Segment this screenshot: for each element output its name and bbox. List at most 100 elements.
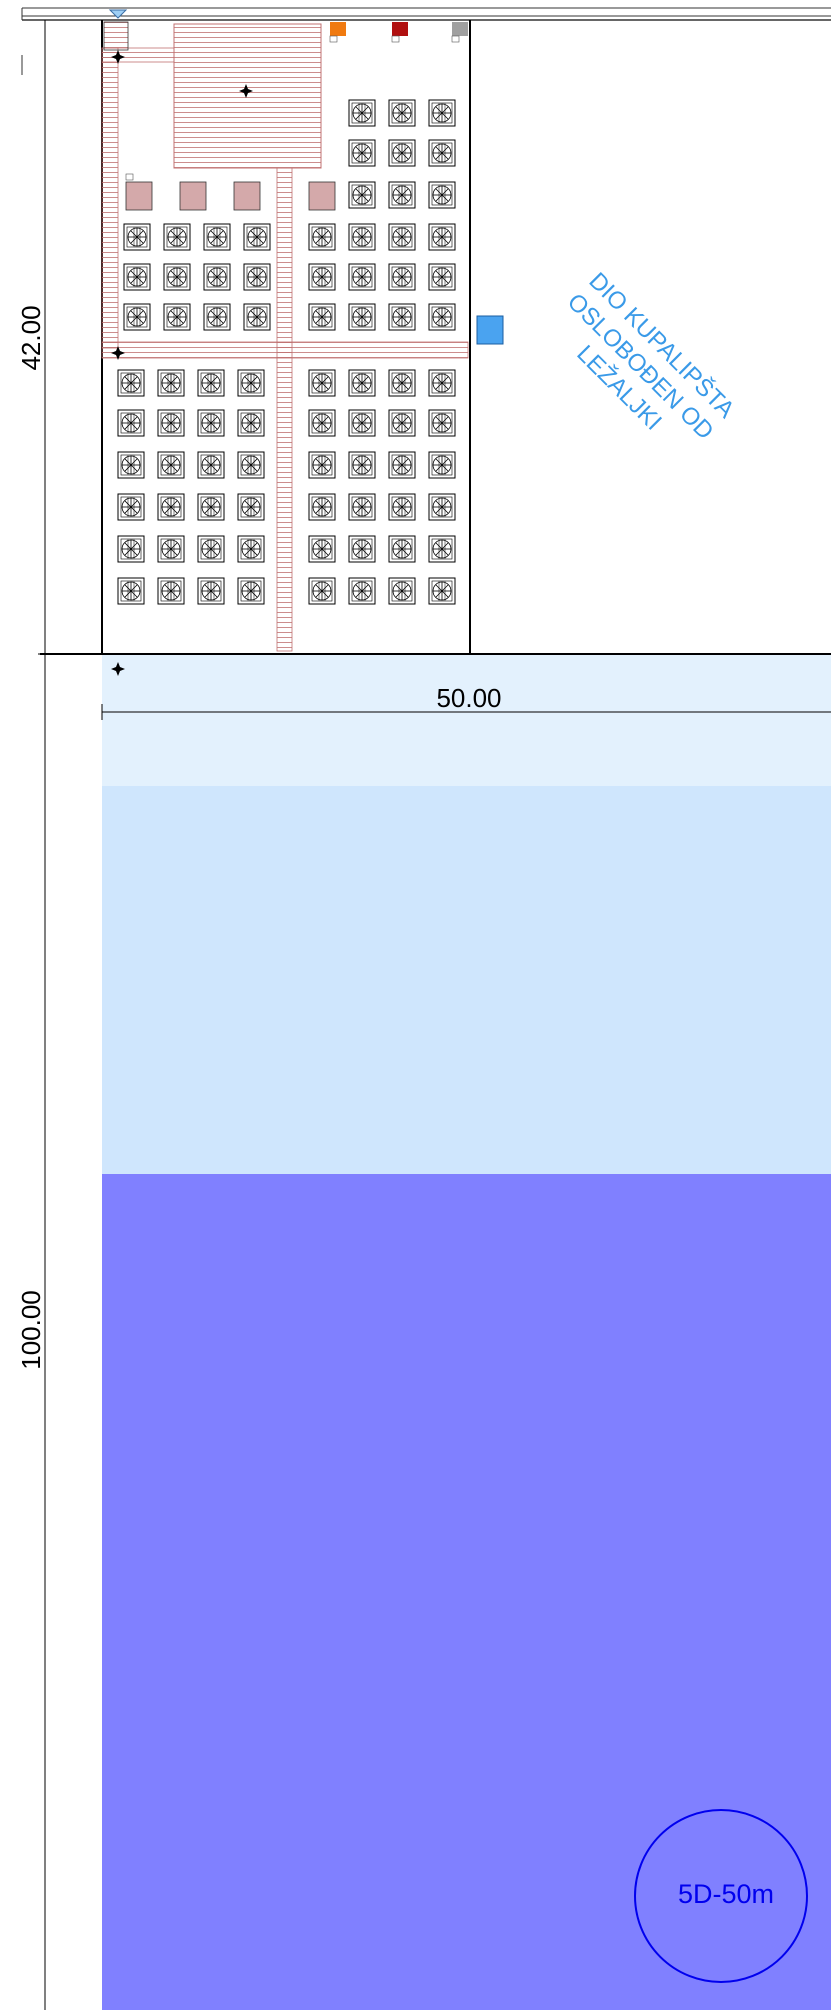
sun-lounger-icon xyxy=(388,451,416,479)
sun-lounger-icon xyxy=(117,409,145,437)
umbrella-pads xyxy=(125,173,336,211)
sun-lounger-icon xyxy=(163,223,191,251)
sun-lounger-icon xyxy=(117,577,145,605)
sun-lounger-icon xyxy=(197,409,225,437)
sun-lounger-icon xyxy=(388,577,416,605)
sun-lounger-icon xyxy=(348,409,376,437)
dimension-sea-depth: 100.00 xyxy=(16,1290,46,1370)
sun-lounger-icon xyxy=(348,139,376,167)
boardwalk-left-vertical xyxy=(101,47,119,349)
sun-lounger-icon xyxy=(237,493,265,521)
sun-lounger-icon xyxy=(348,451,376,479)
compass-star-icon xyxy=(111,346,125,360)
sun-lounger-icon xyxy=(388,535,416,563)
sun-lounger-icon xyxy=(237,369,265,397)
sun-lounger-icon xyxy=(428,181,456,209)
sun-lounger-icon xyxy=(197,535,225,563)
buoy-circle xyxy=(634,1809,808,1983)
dimension-width: 50.00 xyxy=(436,683,501,713)
bin-red-icon xyxy=(392,22,408,36)
sun-lounger-icon xyxy=(348,493,376,521)
sun-lounger-icon xyxy=(428,139,456,167)
boardwalk-cross-horizontal xyxy=(101,341,469,359)
sun-lounger-icon xyxy=(388,223,416,251)
sun-lounger-icon xyxy=(308,303,336,331)
sun-lounger-icon xyxy=(157,535,185,563)
sun-lounger-icon xyxy=(237,409,265,437)
sun-lounger-icon xyxy=(117,493,145,521)
umbrella-pad xyxy=(179,181,207,211)
sun-lounger-icon xyxy=(243,303,271,331)
bin-grey-icon xyxy=(452,22,468,36)
sun-lounger-icon xyxy=(237,451,265,479)
sun-lounger-icon xyxy=(123,223,151,251)
sun-lounger-icon xyxy=(308,535,336,563)
sun-lounger-icon xyxy=(428,263,456,291)
buoy-marker: 5D-50m xyxy=(634,1809,808,1983)
sun-lounger-icon xyxy=(163,263,191,291)
sun-lounger-icon xyxy=(197,451,225,479)
compass-star-icon xyxy=(111,662,125,676)
sun-lounger-icon xyxy=(308,577,336,605)
stairs xyxy=(103,21,129,51)
sun-lounger-icon xyxy=(203,223,231,251)
sun-lounger-icon xyxy=(117,369,145,397)
sun-lounger-icon xyxy=(157,369,185,397)
compass-star-icon xyxy=(239,84,253,98)
sun-lounger-icon xyxy=(308,369,336,397)
compass-star-icon xyxy=(111,50,125,64)
sun-lounger-icon xyxy=(388,409,416,437)
dimension-lines xyxy=(38,20,831,2010)
boardwalk-center-vertical xyxy=(276,167,293,652)
sun-lounger-icon xyxy=(308,263,336,291)
sun-lounger-icon xyxy=(308,451,336,479)
sun-lounger-icon xyxy=(203,263,231,291)
sun-lounger-icon xyxy=(348,99,376,127)
sun-lounger-icon xyxy=(388,139,416,167)
sun-lounger-icon xyxy=(197,577,225,605)
sun-lounger-icon xyxy=(348,181,376,209)
shallow-water-zone xyxy=(102,655,831,786)
sun-lounger-icon xyxy=(428,409,456,437)
sun-lounger-icon xyxy=(388,263,416,291)
sun-lounger-icon xyxy=(428,535,456,563)
umbrella-pad xyxy=(308,181,336,211)
sun-lounger-icon xyxy=(428,99,456,127)
sun-lounger-icon xyxy=(388,181,416,209)
level-markers xyxy=(111,50,253,676)
sun-lounger-icon xyxy=(163,303,191,331)
sun-lounger-icon xyxy=(237,535,265,563)
sun-lounger-icon xyxy=(428,493,456,521)
zone-label: DIO KUPALIPŠTA OSLOBOĐEN OD LEŽALJKI xyxy=(562,267,740,445)
sun-lounger-icon xyxy=(348,535,376,563)
sun-lounger-icon xyxy=(388,303,416,331)
sun-lounger-icon xyxy=(237,577,265,605)
deep-water-zone xyxy=(102,1174,831,2010)
umbrella-pad xyxy=(233,181,261,211)
sun-lounger-icon xyxy=(243,223,271,251)
sun-lounger-icon xyxy=(197,493,225,521)
sun-lounger-icon xyxy=(157,409,185,437)
sun-lounger-icon xyxy=(428,303,456,331)
mid-water-zone xyxy=(102,786,831,1174)
sun-lounger-icon xyxy=(348,369,376,397)
sun-lounger-grid xyxy=(117,99,456,605)
sun-lounger-icon xyxy=(123,263,151,291)
sun-lounger-icon xyxy=(428,451,456,479)
sun-lounger-icon xyxy=(388,99,416,127)
sun-lounger-icon xyxy=(428,577,456,605)
sun-lounger-icon xyxy=(348,303,376,331)
sun-lounger-icon xyxy=(243,263,271,291)
buoy-label: 5D-50m xyxy=(678,1879,774,1909)
sun-lounger-icon xyxy=(157,493,185,521)
sun-lounger-icon xyxy=(157,577,185,605)
top-border xyxy=(21,7,831,75)
sun-lounger-icon xyxy=(197,369,225,397)
sun-lounger-icon xyxy=(348,223,376,251)
sun-lounger-icon xyxy=(388,493,416,521)
waste-bins xyxy=(329,22,468,43)
boardwalk-paths xyxy=(101,21,469,652)
sun-lounger-icon xyxy=(308,493,336,521)
kiosk-blue-block xyxy=(476,315,504,345)
